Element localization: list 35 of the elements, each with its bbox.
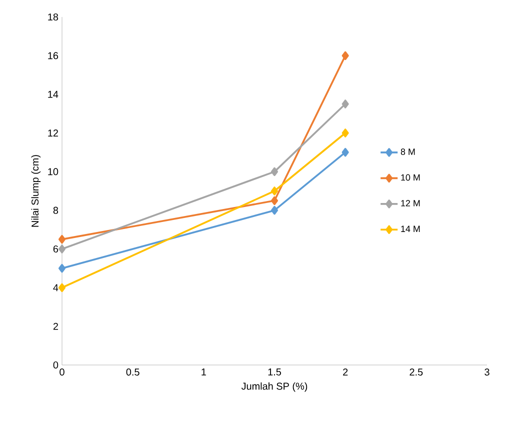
x-tick-label: 2.5 — [410, 368, 423, 376]
legend-label: 14 M — [401, 226, 420, 232]
y-tick-label: 4 — [53, 284, 58, 292]
y-tick-label: 10 — [48, 168, 58, 176]
point — [58, 234, 66, 244]
point — [270, 196, 278, 206]
point — [58, 244, 66, 254]
x-tick-label: 1.5 — [268, 368, 282, 376]
x-tick-label: 1 — [202, 368, 206, 376]
y-tick-label: 6 — [53, 245, 58, 253]
point — [342, 100, 349, 108]
x-tick-label: 0 — [60, 368, 64, 376]
y-tick-label: 0 — [53, 361, 58, 369]
point — [270, 167, 278, 176]
point — [270, 206, 278, 215]
y-tick-label: 18 — [48, 13, 58, 21]
legend-label: 8 M — [400, 148, 415, 155]
point — [58, 264, 66, 273]
x-tick-label: 0.5 — [126, 368, 140, 376]
point — [342, 128, 349, 138]
y-axis-title: Nilai Slump (cm) — [31, 155, 41, 227]
point — [58, 283, 66, 292]
x-axis-title: Jumlah SP (%) — [241, 382, 308, 392]
y-tick-label: 12 — [48, 130, 58, 136]
x-tick-label: 2 — [343, 368, 348, 376]
point — [270, 186, 278, 196]
x-tick-label: 3 — [484, 368, 490, 376]
point — [342, 51, 349, 60]
legend-label: 12 M — [401, 200, 420, 206]
point — [342, 148, 349, 157]
legend-label: 10 M — [401, 174, 420, 181]
y-tick-label: 2 — [53, 322, 58, 330]
y-tick-label: 16 — [48, 52, 58, 60]
y-tick-label: 14 — [48, 90, 58, 98]
y-tick-label: 8 — [53, 206, 58, 214]
